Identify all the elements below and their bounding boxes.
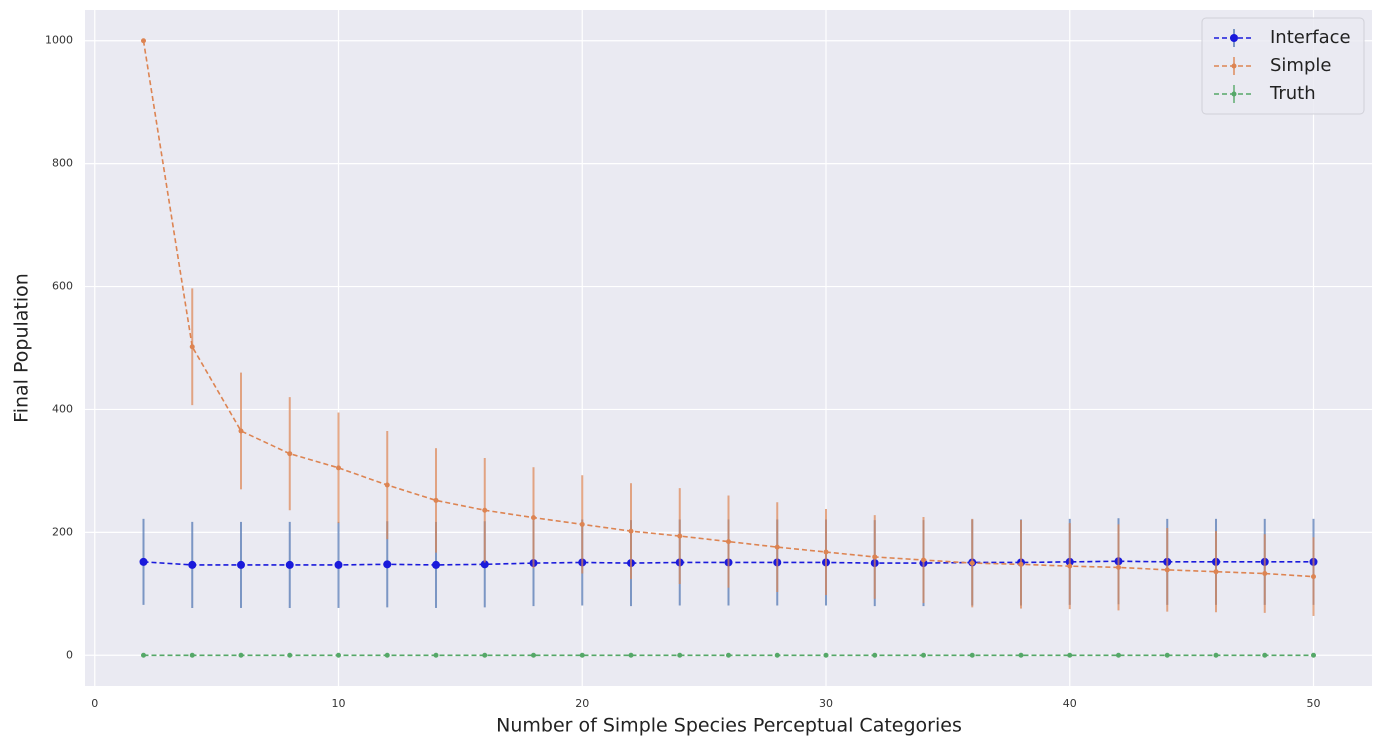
chart: Number of Simple Species Perceptual Cate…	[0, 0, 1380, 739]
data-point	[482, 653, 487, 658]
x-tick-label: 0	[91, 697, 98, 710]
data-point	[287, 451, 292, 456]
x-tick-label: 10	[332, 697, 346, 710]
data-point	[1311, 574, 1316, 579]
y-tick-label: 400	[52, 402, 73, 415]
legend-label: Simple	[1270, 55, 1331, 76]
data-point	[190, 653, 195, 658]
y-tick-label: 200	[52, 525, 73, 538]
legend: Interface Simple Truth	[1202, 18, 1364, 114]
data-point	[1262, 653, 1267, 658]
legend-label: Interface	[1270, 27, 1351, 48]
data-point	[531, 515, 536, 520]
data-point	[775, 545, 780, 550]
data-point	[921, 653, 926, 658]
data-point	[239, 428, 244, 433]
data-point	[970, 561, 975, 566]
data-point	[188, 561, 196, 569]
legend-label: Truth	[1269, 83, 1316, 104]
data-point	[629, 653, 634, 658]
data-point	[824, 550, 829, 555]
data-point	[336, 653, 341, 658]
data-point	[921, 558, 926, 563]
data-point	[1165, 567, 1170, 572]
x-tick-label: 20	[575, 697, 589, 710]
data-point	[580, 653, 585, 658]
x-tick-label: 30	[819, 697, 833, 710]
data-point	[336, 465, 341, 470]
data-point	[239, 653, 244, 658]
data-point	[335, 561, 343, 569]
y-tick-label: 0	[66, 648, 73, 661]
y-axis-label: Final Population	[11, 273, 33, 423]
page: {"chart_data": { "type": "errorbar-line"…	[0, 0, 1380, 739]
legend-marker	[1230, 34, 1238, 42]
data-point	[726, 539, 731, 544]
data-point	[383, 560, 391, 568]
data-point	[824, 653, 829, 658]
data-point	[677, 653, 682, 658]
data-point	[1116, 565, 1121, 570]
data-point	[1019, 562, 1024, 567]
data-point	[237, 561, 245, 569]
x-tick-label: 50	[1307, 697, 1321, 710]
data-point	[677, 534, 682, 539]
legend-marker	[1232, 64, 1237, 69]
data-point	[190, 344, 195, 349]
data-point	[286, 561, 294, 569]
data-point	[872, 653, 877, 658]
data-point	[385, 483, 390, 488]
data-point	[385, 653, 390, 658]
data-point	[1262, 571, 1267, 576]
data-point	[1165, 653, 1170, 658]
data-point	[872, 554, 877, 559]
data-point	[1311, 653, 1316, 658]
data-point	[1214, 569, 1219, 574]
data-point	[1116, 653, 1121, 658]
data-point	[141, 653, 146, 658]
data-point	[434, 498, 439, 503]
data-point	[531, 653, 536, 658]
data-point	[287, 653, 292, 658]
data-point	[1067, 653, 1072, 658]
x-tick-label: 40	[1063, 697, 1077, 710]
x-axis-label: Number of Simple Species Perceptual Cate…	[496, 715, 962, 737]
data-point	[726, 653, 731, 658]
y-tick-label: 800	[52, 157, 73, 170]
data-point	[432, 561, 440, 569]
data-point	[141, 38, 146, 43]
data-point	[1019, 653, 1024, 658]
data-point	[1214, 653, 1219, 658]
data-point	[775, 653, 780, 658]
data-point	[629, 529, 634, 534]
data-point	[434, 653, 439, 658]
data-point	[970, 653, 975, 658]
data-point	[482, 508, 487, 513]
data-point	[140, 558, 148, 566]
data-point	[580, 522, 585, 527]
y-tick-label: 600	[52, 280, 73, 293]
data-point	[1067, 564, 1072, 569]
legend-marker	[1232, 92, 1237, 97]
y-tick-label: 1000	[45, 34, 73, 47]
